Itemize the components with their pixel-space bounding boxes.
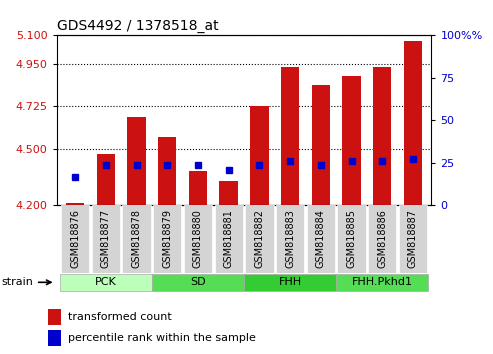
- Bar: [336, 274, 428, 291]
- Text: FHH: FHH: [279, 277, 302, 287]
- Text: GSM818879: GSM818879: [162, 209, 172, 268]
- Bar: [61, 205, 89, 273]
- Bar: [184, 205, 212, 273]
- Bar: [127, 116, 146, 205]
- Text: GSM818887: GSM818887: [408, 209, 418, 268]
- Bar: [244, 274, 336, 291]
- Text: strain: strain: [1, 277, 51, 287]
- Bar: [337, 205, 366, 273]
- Text: PCK: PCK: [95, 277, 117, 287]
- Bar: [307, 205, 335, 273]
- Bar: [368, 205, 396, 273]
- Text: GSM818884: GSM818884: [316, 209, 326, 268]
- Text: SD: SD: [190, 277, 206, 287]
- Text: GSM818882: GSM818882: [254, 209, 264, 268]
- Bar: [48, 309, 61, 325]
- Text: GSM818885: GSM818885: [347, 209, 356, 268]
- Bar: [66, 204, 84, 205]
- Bar: [404, 41, 422, 205]
- Bar: [281, 67, 299, 205]
- Text: transformed count: transformed count: [68, 312, 172, 322]
- Text: GSM818881: GSM818881: [224, 209, 234, 268]
- Title: GDS4492 / 1378518_at: GDS4492 / 1378518_at: [57, 19, 218, 33]
- Bar: [219, 181, 238, 205]
- Bar: [60, 274, 152, 291]
- Bar: [97, 154, 115, 205]
- Bar: [250, 106, 269, 205]
- Text: GSM818883: GSM818883: [285, 209, 295, 268]
- Bar: [214, 205, 243, 273]
- Bar: [48, 330, 61, 346]
- Bar: [245, 205, 274, 273]
- Bar: [312, 85, 330, 205]
- Bar: [92, 205, 120, 273]
- Bar: [342, 76, 361, 205]
- Bar: [153, 205, 181, 273]
- Bar: [158, 137, 176, 205]
- Text: percentile rank within the sample: percentile rank within the sample: [68, 333, 255, 343]
- Bar: [399, 205, 427, 273]
- Text: FHH.Pkhd1: FHH.Pkhd1: [352, 277, 413, 287]
- Text: GSM818877: GSM818877: [101, 209, 111, 268]
- Bar: [122, 205, 151, 273]
- Bar: [373, 67, 391, 205]
- Text: GSM818880: GSM818880: [193, 209, 203, 268]
- Bar: [152, 274, 244, 291]
- Text: GSM818876: GSM818876: [70, 209, 80, 268]
- Bar: [189, 171, 207, 205]
- Bar: [276, 205, 304, 273]
- Text: GSM818878: GSM818878: [132, 209, 141, 268]
- Text: GSM818886: GSM818886: [377, 209, 387, 268]
